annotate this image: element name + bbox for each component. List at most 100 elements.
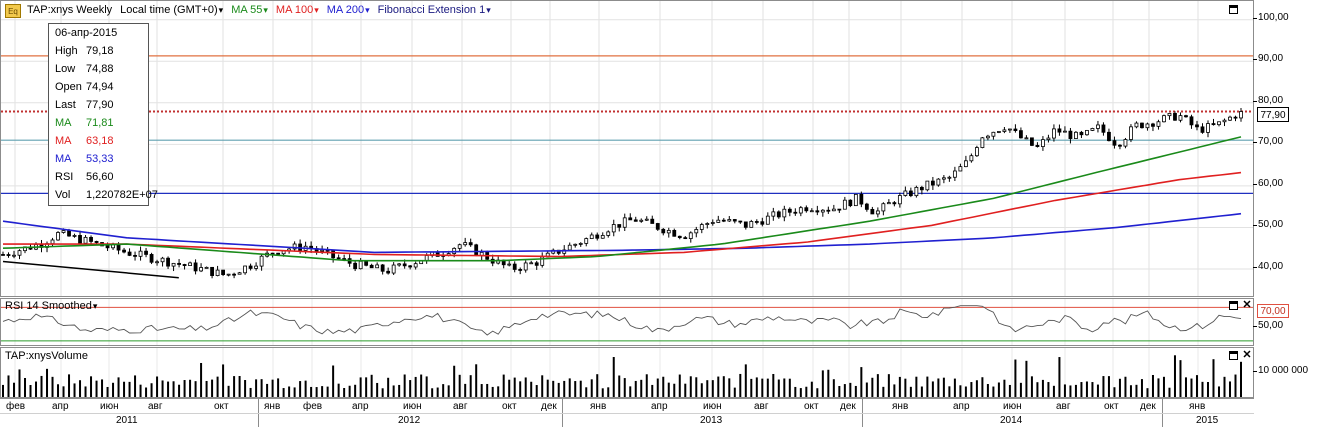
month-label: янв <box>590 401 607 412</box>
volume-bar <box>7 375 10 397</box>
volume-bar <box>667 382 670 397</box>
candle-body <box>997 131 1001 133</box>
timezone-dropdown[interactable]: Local time (GMT+0) <box>120 4 223 18</box>
candle-body <box>468 242 473 246</box>
candle-body <box>171 262 176 267</box>
rsi-level-tag: 70,00 <box>1257 304 1289 318</box>
rsi-canvas[interactable] <box>1 299 1253 345</box>
candle-body <box>952 170 957 178</box>
candle-body <box>408 265 413 268</box>
volume-bar <box>1008 384 1011 397</box>
info-row-vol: Vol 1,220782E+07 <box>55 189 158 201</box>
candle-body <box>699 224 704 230</box>
candle-body <box>936 178 941 186</box>
volume-close-icon[interactable]: ✕ <box>1242 349 1252 361</box>
volume-bar <box>827 369 830 397</box>
candle-body <box>738 220 743 223</box>
volume-bar <box>403 374 406 397</box>
candle-body <box>1024 137 1029 140</box>
volume-bar <box>535 385 538 397</box>
candle-body <box>1162 115 1166 123</box>
volume-bar <box>1036 382 1039 397</box>
candle-body <box>705 223 710 225</box>
volume-bar <box>1102 376 1105 397</box>
rsi-panel[interactable]: RSI 14 Smoothed ✕ <box>0 298 1254 346</box>
volume-bar <box>139 384 142 397</box>
volume-panel[interactable]: TAP:xnysVolume ✕ <box>0 347 1254 398</box>
volume-bar <box>541 375 544 397</box>
volume-bar <box>755 377 758 397</box>
volume-bar <box>656 378 659 397</box>
candle-body <box>391 264 396 274</box>
volume-bar <box>920 386 923 397</box>
volume-bar <box>992 386 995 397</box>
price-chart-canvas[interactable] <box>1 1 1253 296</box>
legend-ma55[interactable]: MA 55 <box>231 4 268 18</box>
legend-ma100[interactable]: MA 100 <box>276 4 319 18</box>
price-chart-panel[interactable]: Eq TAP:xnys Weekly Local time (GMT+0) MA… <box>0 0 1254 297</box>
volume-maximize-icon[interactable] <box>1229 351 1238 360</box>
legend-fibonacci[interactable]: Fibonacci Extension 1 <box>378 4 491 18</box>
candle-body <box>1206 123 1210 133</box>
volume-bar <box>255 379 258 397</box>
candle-body <box>270 252 275 255</box>
volume-bar <box>744 364 747 397</box>
candle-body <box>897 195 902 205</box>
candle-body <box>864 203 869 210</box>
candle-body <box>210 266 214 276</box>
candle-body <box>353 262 358 270</box>
year-label: 2015 <box>1196 415 1219 426</box>
candle-body <box>1101 124 1106 133</box>
month-label: окт <box>804 401 819 412</box>
time-axis[interactable]: фев апр июн авг окт янв фев апр июн авг окт дек янв а… <box>0 398 1254 428</box>
candle-body <box>1013 128 1018 132</box>
month-label: янв <box>1189 401 1206 412</box>
symbol-label[interactable]: TAP:xnys Weekly <box>27 4 113 16</box>
candle-body <box>655 223 660 230</box>
month-label: апр <box>352 401 369 412</box>
volume-bar <box>1124 376 1127 397</box>
volume-bar <box>145 387 148 397</box>
volume-bar <box>1173 355 1176 397</box>
candle-body <box>914 186 919 197</box>
volume-bar <box>942 377 945 397</box>
volume-bar <box>62 386 65 397</box>
volume-bar <box>464 383 467 397</box>
price-axis[interactable]: 100,00 90,00 80,00 70,00 60,00 50,00 40,00 <box>1252 0 1340 297</box>
volume-bar <box>425 376 428 397</box>
equity-icon[interactable]: Eq <box>5 4 21 18</box>
maximize-icon[interactable] <box>1229 5 1238 14</box>
candle-body <box>727 219 732 222</box>
volume-bar <box>458 374 461 397</box>
rsi-maximize-icon[interactable] <box>1229 301 1238 310</box>
candle-body <box>782 208 787 218</box>
candle-body <box>243 265 247 274</box>
candle-body <box>771 211 776 217</box>
volume-bar <box>772 373 775 397</box>
volume-bar <box>1080 382 1083 397</box>
candle-body <box>1195 124 1199 128</box>
volume-bar <box>524 377 527 397</box>
candle-body <box>1 254 5 256</box>
candle-body <box>793 211 798 214</box>
candle-body <box>760 221 765 225</box>
volume-bar <box>673 383 676 397</box>
info-row-open: Open 74,94 <box>55 81 114 93</box>
candle-body <box>622 217 627 228</box>
candle-body <box>463 242 468 246</box>
month-label: фев <box>303 401 323 412</box>
info-value: 63,18 <box>86 135 114 147</box>
candle-body <box>628 217 633 221</box>
candle-body <box>666 229 671 234</box>
rsi-title[interactable]: RSI 14 Smoothed <box>5 300 97 312</box>
volume-canvas[interactable] <box>1 348 1253 397</box>
volume-bar <box>73 383 76 397</box>
rsi-close-icon[interactable]: ✕ <box>1242 299 1252 311</box>
candle-body <box>94 241 99 243</box>
legend-ma200[interactable]: MA 200 <box>327 4 370 18</box>
month-label: апр <box>953 401 970 412</box>
month-label: фев <box>6 401 26 412</box>
candle-body <box>1096 124 1100 129</box>
candle-body <box>529 262 534 265</box>
candle-body <box>1041 139 1045 147</box>
